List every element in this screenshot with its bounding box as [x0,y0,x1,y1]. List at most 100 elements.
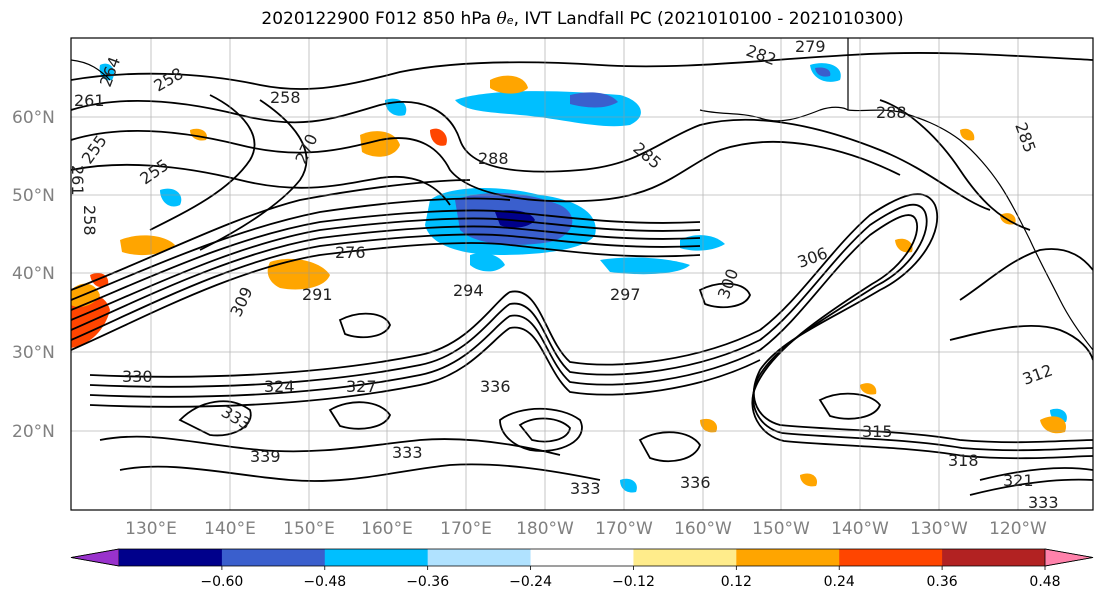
colorbar-tick-label: 0.48 [1029,574,1060,590]
longitude-labels: 130°E 140°E 150°E 160°E 170°E 180°W 170°… [125,519,1047,539]
contour-line [71,242,701,351]
contour-line [328,401,392,430]
contour-label: 258 [80,205,99,236]
contour-line [71,179,471,291]
colorbar-segment [324,549,429,566]
shade-patch [160,188,182,207]
lon-label: 150°E [283,519,335,539]
contour-line [979,467,1093,481]
coastline-layer [71,38,1093,351]
contour-line [818,392,882,420]
lon-label: 130°W [910,519,968,539]
contour-line [969,478,1093,496]
shade-patch [495,210,535,228]
lat-label-50n: 50°N [12,186,55,206]
contour-line [89,214,1093,460]
colorbar-tick-label: −0.36 [406,574,449,590]
shade-patch [860,383,877,395]
colorbar-outline [70,548,1094,567]
contour-label: 333 [1028,493,1059,512]
colorbar-segment [633,549,737,566]
colorbar-tick-label: 0.24 [824,574,855,590]
colorbar: −0.60 −0.48 −0.36 −0.24 −0.12 0.12 0.24 0.36 0.4… [70,548,1094,590]
colorbar-tick-label: −0.12 [612,574,655,590]
lon-label: 160°W [674,519,732,539]
contour-line [99,435,561,456]
colorbar-tick-label: 0.12 [721,574,752,590]
contour-line [499,407,583,452]
lon-label: 170°W [595,519,653,539]
shade-patch [1040,416,1066,434]
contour-label: 315 [862,422,893,441]
lon-label: 170°E [440,519,492,539]
contour-label: 321 [1003,471,1034,490]
map-title: 2020122900 F012 850 hPa θe, IVT Landfall… [0,9,1105,29]
title-theta: θ [496,9,507,29]
contour-label: 288 [876,103,907,122]
shade-patch [267,258,330,290]
lon-label: 160°E [361,519,413,539]
contour-label: 330 [122,367,153,386]
shade-patch [960,128,975,141]
contour-label: 258 [270,88,301,107]
colorbar-extend-max [1044,548,1094,567]
contour-label: 297 [610,285,641,304]
contour-line [89,326,761,408]
colorbar-extend-min [70,548,120,567]
contour-label: 336 [480,377,511,396]
colorbar-segment [221,549,326,566]
map-frame [70,37,1094,511]
contour-line [89,193,1093,444]
colorbar-tick-label: −0.24 [509,574,552,590]
contour-line [338,312,391,339]
shade-patch [120,235,175,256]
colorbar-tick-label: 0.36 [927,574,958,590]
lon-label: 130°E [125,519,177,539]
contour-label: 339 [250,447,281,466]
contour-layer [71,52,1093,496]
contour-line [698,282,751,309]
contour-label: 291 [302,285,333,304]
shade-patch [600,257,690,275]
contour-label: 318 [948,451,979,470]
contour-label: 261 [74,91,105,110]
contour-label: 324 [264,377,295,396]
contour-label: 279 [795,37,826,56]
graticule [71,38,1093,510]
shade-patch [815,67,831,77]
lon-label: 120°W [989,519,1047,539]
title-theta-subscript: e [506,14,514,27]
contour-line [71,52,1093,90]
latitude-labels: 60°N 50°N 40°N 30°N 20°N [12,108,55,442]
colorbar-segment [119,549,223,566]
coastline [847,38,1093,351]
colorbar-tick-label: −0.48 [303,574,346,590]
coastline [71,59,111,81]
contour-line [959,248,1093,301]
lat-label-40n: 40°N [12,264,55,284]
lat-label-60n: 60°N [12,108,55,128]
shade-patch [700,418,718,433]
title-prefix: 2020122900 F012 850 hPa [261,9,497,29]
coastline [699,106,849,122]
contour-label: 327 [346,377,377,396]
shade-patch [490,75,528,94]
map-panel: 261 264 258 258 255 255 258 261 270 288 … [68,37,1094,512]
contour-line [71,130,901,203]
colorbar-segment [736,549,840,566]
lat-label-20n: 20°N [12,422,55,442]
colorbar-segment [839,549,943,566]
contour-line [71,217,701,321]
contour-line [119,463,601,482]
contour-line [949,324,1093,361]
colorbar-segment [427,549,532,566]
lon-label: 150°W [752,519,810,539]
contour-line [199,99,308,251]
contour-label: 261 [68,165,87,196]
contour-line [178,400,252,437]
contour-label: 276 [335,243,366,262]
contour-label: 288 [478,149,509,168]
contour-line [71,225,701,331]
lon-label: 140°W [831,519,889,539]
